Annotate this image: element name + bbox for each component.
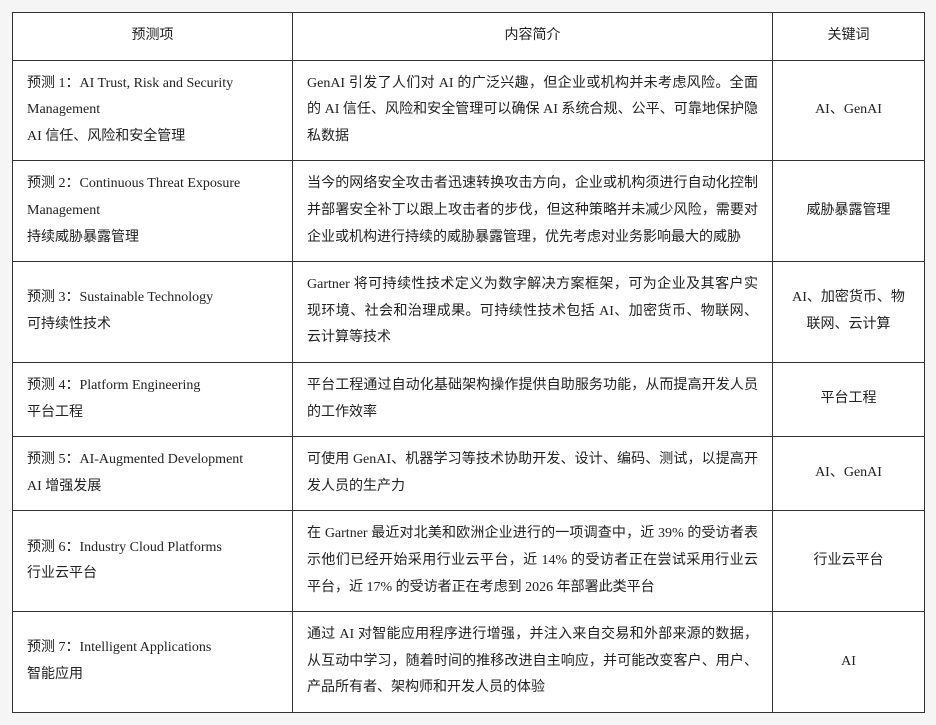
cell-prediction: 预测 7：Intelligent Applications智能应用 — [13, 612, 293, 713]
table-row: 预测 6：Industry Cloud Platforms行业云平台在 Gart… — [13, 511, 925, 612]
cell-prediction: 预测 1：AI Trust, Risk and Security Managem… — [13, 60, 293, 161]
table-row: 预测 5：AI-Augmented DevelopmentAI 增强发展可使用 … — [13, 437, 925, 511]
table-row: 预测 3：Sustainable Technology可持续性技术Gartner… — [13, 262, 925, 363]
predictions-table-container: 预测项 内容简介 关键词 预测 1：AI Trust, Risk and Sec… — [12, 12, 924, 713]
cell-keywords: AI — [773, 612, 925, 713]
cell-keywords: AI、加密货币、物联网、云计算 — [773, 262, 925, 363]
cell-summary: 通过 AI 对智能应用程序进行增强，并注入来自交易和外部来源的数据，从互动中学习… — [293, 612, 773, 713]
cell-keywords: 平台工程 — [773, 362, 925, 436]
cell-summary: 当今的网络安全攻击者迅速转换攻击方向，企业或机构须进行自动化控制并部署安全补丁以… — [293, 161, 773, 262]
cell-summary: 可使用 GenAI、机器学习等技术协助开发、设计、编码、测试，以提高开发人员的生… — [293, 437, 773, 511]
cell-keywords: AI、GenAI — [773, 437, 925, 511]
cell-prediction: 预测 2：Continuous Threat Exposure Manageme… — [13, 161, 293, 262]
cell-prediction: 预测 5：AI-Augmented DevelopmentAI 增强发展 — [13, 437, 293, 511]
cell-summary: 平台工程通过自动化基础架构操作提供自助服务功能，从而提高开发人员的工作效率 — [293, 362, 773, 436]
cell-keywords: 威胁暴露管理 — [773, 161, 925, 262]
cell-summary: 在 Gartner 最近对北美和欧洲企业进行的一项调查中，近 39% 的受访者表… — [293, 511, 773, 612]
table-row: 预测 2：Continuous Threat Exposure Manageme… — [13, 161, 925, 262]
table-body: 预测 1：AI Trust, Risk and Security Managem… — [13, 60, 925, 712]
header-keywords: 关键词 — [773, 13, 925, 61]
cell-summary: Gartner 将可持续性技术定义为数字解决方案框架，可为企业及其客户实现环境、… — [293, 262, 773, 363]
cell-prediction: 预测 6：Industry Cloud Platforms行业云平台 — [13, 511, 293, 612]
header-prediction: 预测项 — [13, 13, 293, 61]
cell-keywords: 行业云平台 — [773, 511, 925, 612]
table-row: 预测 1：AI Trust, Risk and Security Managem… — [13, 60, 925, 161]
table-row: 预测 4：Platform Engineering平台工程平台工程通过自动化基础… — [13, 362, 925, 436]
header-summary: 内容简介 — [293, 13, 773, 61]
cell-summary: GenAI 引发了人们对 AI 的广泛兴趣，但企业或机构并未考虑风险。全面的 A… — [293, 60, 773, 161]
table-row: 预测 7：Intelligent Applications智能应用通过 AI 对… — [13, 612, 925, 713]
cell-keywords: AI、GenAI — [773, 60, 925, 161]
cell-prediction: 预测 3：Sustainable Technology可持续性技术 — [13, 262, 293, 363]
table-header-row: 预测项 内容简介 关键词 — [13, 13, 925, 61]
predictions-table: 预测项 内容简介 关键词 预测 1：AI Trust, Risk and Sec… — [12, 12, 925, 713]
cell-prediction: 预测 4：Platform Engineering平台工程 — [13, 362, 293, 436]
